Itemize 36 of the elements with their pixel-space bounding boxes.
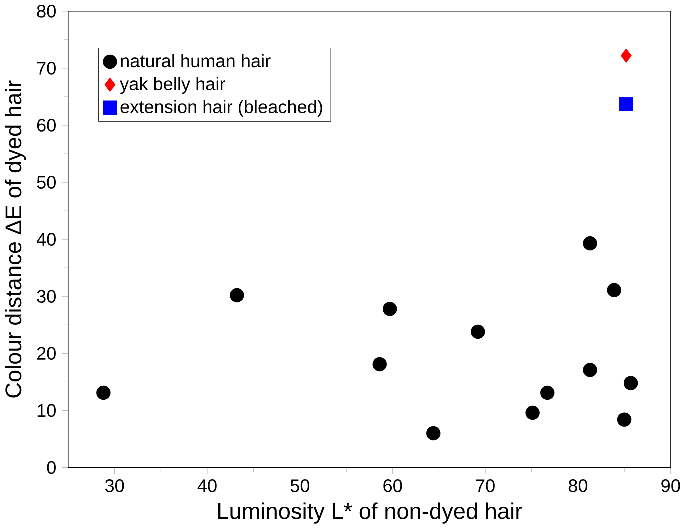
legend-label: extension hair (bleached) — [120, 100, 322, 118]
y-tick-label: 60 — [37, 119, 56, 132]
point — [426, 426, 441, 441]
x-tick-label: 50 — [290, 480, 310, 492]
point — [624, 376, 638, 390]
x-tick-label: 90 — [662, 480, 680, 492]
x-tick-label: 80 — [568, 480, 588, 492]
y-tick-label: 50 — [37, 176, 56, 190]
x-tick-label: 70 — [476, 480, 495, 492]
y-tick-label: 20 — [37, 347, 56, 360]
point — [96, 386, 111, 400]
point — [230, 288, 244, 303]
point — [617, 412, 632, 427]
point — [382, 302, 398, 316]
legend-label: natural human hair — [121, 54, 271, 68]
point — [372, 357, 387, 372]
y-tick-label: 0 — [47, 461, 56, 474]
point — [540, 386, 555, 400]
x-tick-label: 30 — [105, 480, 124, 492]
y-axis-title: Colour distance ΔE of dyed hair — [5, 80, 26, 398]
point — [583, 363, 598, 378]
legend-label: yak belly hair — [120, 77, 226, 94]
y-tick-label: 70 — [37, 62, 56, 75]
point — [619, 97, 634, 112]
y-tick-label: 80 — [37, 5, 56, 18]
point — [471, 324, 486, 340]
x-tick-label: 60 — [384, 480, 402, 492]
x-tick-label: 40 — [198, 480, 217, 492]
y-tick-label: 30 — [37, 290, 56, 304]
y-tick-label: 10 — [38, 404, 56, 418]
point — [583, 236, 598, 251]
point — [526, 406, 540, 420]
x-axis-title: Luminosity L* of non-dyed hair — [218, 502, 522, 524]
point — [607, 283, 622, 298]
y-tick-label: 40 — [36, 233, 56, 246]
point — [621, 48, 632, 64]
